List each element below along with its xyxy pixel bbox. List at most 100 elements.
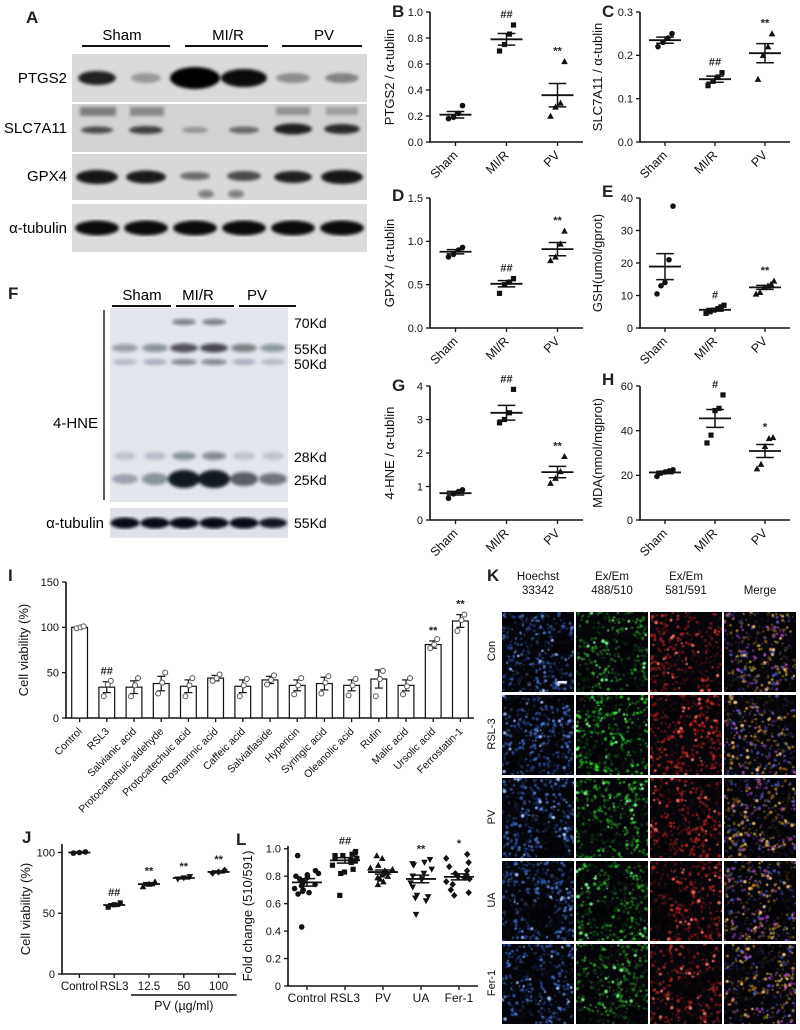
chart-svg-d: 0.0 0.5 1.0 1.5 GPX4 / α-tublin Sham MI/R PV ## *… (382, 193, 583, 367)
svg-text:Control: Control (288, 991, 327, 1005)
svg-text:PV: PV (375, 991, 391, 1005)
blot-strip (110, 308, 288, 502)
mw-marker: 70Kd (294, 315, 327, 331)
chart-svg-l: 0 0.2 0.4 0.6 0.8 1.0 Fold change (510/591) Con… (240, 835, 478, 1005)
group-label: Sham (102, 27, 141, 44)
svg-text:##: ## (101, 666, 113, 678)
panel-letter-l: L (236, 830, 247, 849)
header-line: 488/510 (591, 585, 633, 598)
svg-text:Fold change (510/591): Fold change (510/591) (240, 851, 255, 982)
svg-text:MI/R: MI/R (692, 334, 721, 363)
blot-bands-4hne (112, 319, 287, 488)
svg-text:**: ** (429, 625, 438, 637)
svg-text:**: ** (761, 18, 770, 30)
fluorescence-image (650, 612, 722, 692)
blot-bands-tubulin (110, 517, 287, 529)
svg-text:Fer-1: Fer-1 (445, 991, 474, 1005)
chart-panel-l: 0 0.2 0.4 0.6 0.8 1.0 Fold change (510/591) Con… (238, 830, 486, 1027)
western-blot-panel-f: Sham MI/R PV 4-HNE 70Kd 55Kd 50Kd 28Kd 2… (46, 287, 327, 538)
fluorescence-image (502, 861, 574, 941)
fluorescence-image (576, 778, 648, 858)
panel-letter-e: E (602, 182, 614, 201)
fluorescence-image (724, 612, 796, 692)
svg-text:0.0: 0.0 (408, 323, 423, 335)
svg-text:0: 0 (49, 969, 55, 981)
antibody-label: GPX4 (27, 168, 67, 185)
header-line: Ex/Em (669, 571, 703, 583)
svg-text:PV: PV (748, 148, 770, 170)
chart-svg-j: 0 50 100 Cell viability (%) Control RSL3 12.5 5… (18, 844, 237, 1013)
fluorescence-image (576, 695, 648, 775)
svg-text:Sham: Sham (637, 526, 670, 559)
svg-text:**: ** (214, 854, 223, 866)
svg-text:PV: PV (748, 526, 770, 548)
svg-text:RSL3: RSL3 (100, 981, 129, 993)
blot-strip (72, 154, 367, 200)
fluorescence-row-label: PV (486, 809, 498, 825)
chart-svg-b: 0.0 0.2 0.4 0.6 0.8 1.0 PTGS2 / α-tublin Sham MI… (382, 7, 583, 181)
header-line: 33342 (522, 585, 554, 598)
svg-text:Cell viability (%): Cell viability (%) (18, 863, 33, 955)
chart-panel-e: 0 10 20 30 40 GSH(umol/gprot) Sham MI/R PV # ** (588, 184, 800, 379)
mw-marker: 28Kd (294, 449, 327, 465)
svg-text:12.5: 12.5 (138, 981, 160, 993)
svg-text:1.0: 1.0 (266, 844, 281, 856)
svg-text:**: ** (553, 440, 562, 452)
svg-text:30: 30 (621, 225, 633, 237)
fluorescence-image (650, 778, 722, 858)
svg-text:RSL3: RSL3 (330, 991, 360, 1005)
svg-text:**: ** (761, 265, 770, 277)
svg-text:4: 4 (417, 381, 423, 393)
svg-text:##: ## (500, 263, 512, 275)
svg-text:**: ** (553, 45, 562, 57)
svg-text:0: 0 (627, 515, 633, 527)
fluorescence-column-header: Merge (724, 584, 796, 598)
fluorescence-column-header: Ex/Em 581/591 (650, 570, 722, 599)
svg-text:#: # (712, 289, 718, 301)
fluorescence-image (724, 695, 796, 775)
fluorescence-image (576, 944, 648, 1024)
antibody-label: α-tubulin (9, 220, 67, 237)
svg-text:**: ** (553, 215, 562, 227)
svg-text:50: 50 (43, 908, 55, 920)
chart-svg-c: 0.0 0.1 0.2 0.3 SLC7A11 / α-tublin Sham MI/R PV… (590, 7, 790, 181)
svg-text:##: ## (108, 887, 120, 899)
fluorescence-image (724, 944, 796, 1024)
svg-text:PV: PV (748, 334, 770, 356)
svg-text:Sham: Sham (637, 148, 670, 181)
svg-text:MI/R: MI/R (692, 148, 721, 177)
svg-text:50: 50 (177, 981, 190, 993)
svg-text:PV: PV (541, 148, 563, 170)
chart-panel-h: 0 20 40 60 MDA(nmol/mgprot) Sham MI/R PV # * (588, 372, 800, 575)
blot-strip (72, 204, 367, 252)
svg-text:PV (µg/ml): PV (µg/ml) (154, 999, 213, 1013)
antibody-label: 4-HNE (53, 415, 98, 432)
panel-letter-k: K (487, 566, 500, 585)
svg-text:Sham: Sham (637, 334, 670, 367)
fluorescence-image (650, 944, 722, 1024)
chart-panel-j: 0 50 100 Cell viability (%) Control RSL3 12.5 5… (16, 830, 244, 1030)
svg-text:10: 10 (621, 290, 633, 302)
svg-text:0: 0 (275, 981, 281, 993)
svg-text:Sham: Sham (428, 148, 461, 181)
svg-text:##: ## (709, 57, 721, 69)
fluorescence-image (502, 944, 574, 1024)
fluorescence-image (576, 612, 648, 692)
svg-text:Control: Control (61, 981, 98, 993)
fluorescence-image (502, 695, 574, 775)
svg-text:3: 3 (417, 414, 423, 426)
svg-text:0: 0 (53, 713, 59, 725)
svg-text:0.4: 0.4 (266, 926, 281, 938)
fluorescence-image (576, 861, 648, 941)
chart-panel-d: 0.0 0.5 1.0 1.5 GPX4 / α-tublin Sham MI/R PV ## *… (380, 184, 595, 379)
svg-text:**: ** (145, 866, 154, 878)
panel-letter-i: I (8, 566, 13, 585)
fluorescence-image (502, 778, 574, 858)
svg-text:Sham: Sham (428, 334, 461, 367)
svg-text:150: 150 (41, 577, 59, 589)
western-blot-panel-a: Sham MI/R PV PTGS2 SLC7A11 GPX4 α-tubuli… (4, 27, 367, 252)
fluorescence-image (650, 695, 722, 775)
svg-text:PTGS2 / α-tublin: PTGS2 / α-tublin (382, 29, 397, 125)
svg-text:##: ## (339, 835, 351, 847)
